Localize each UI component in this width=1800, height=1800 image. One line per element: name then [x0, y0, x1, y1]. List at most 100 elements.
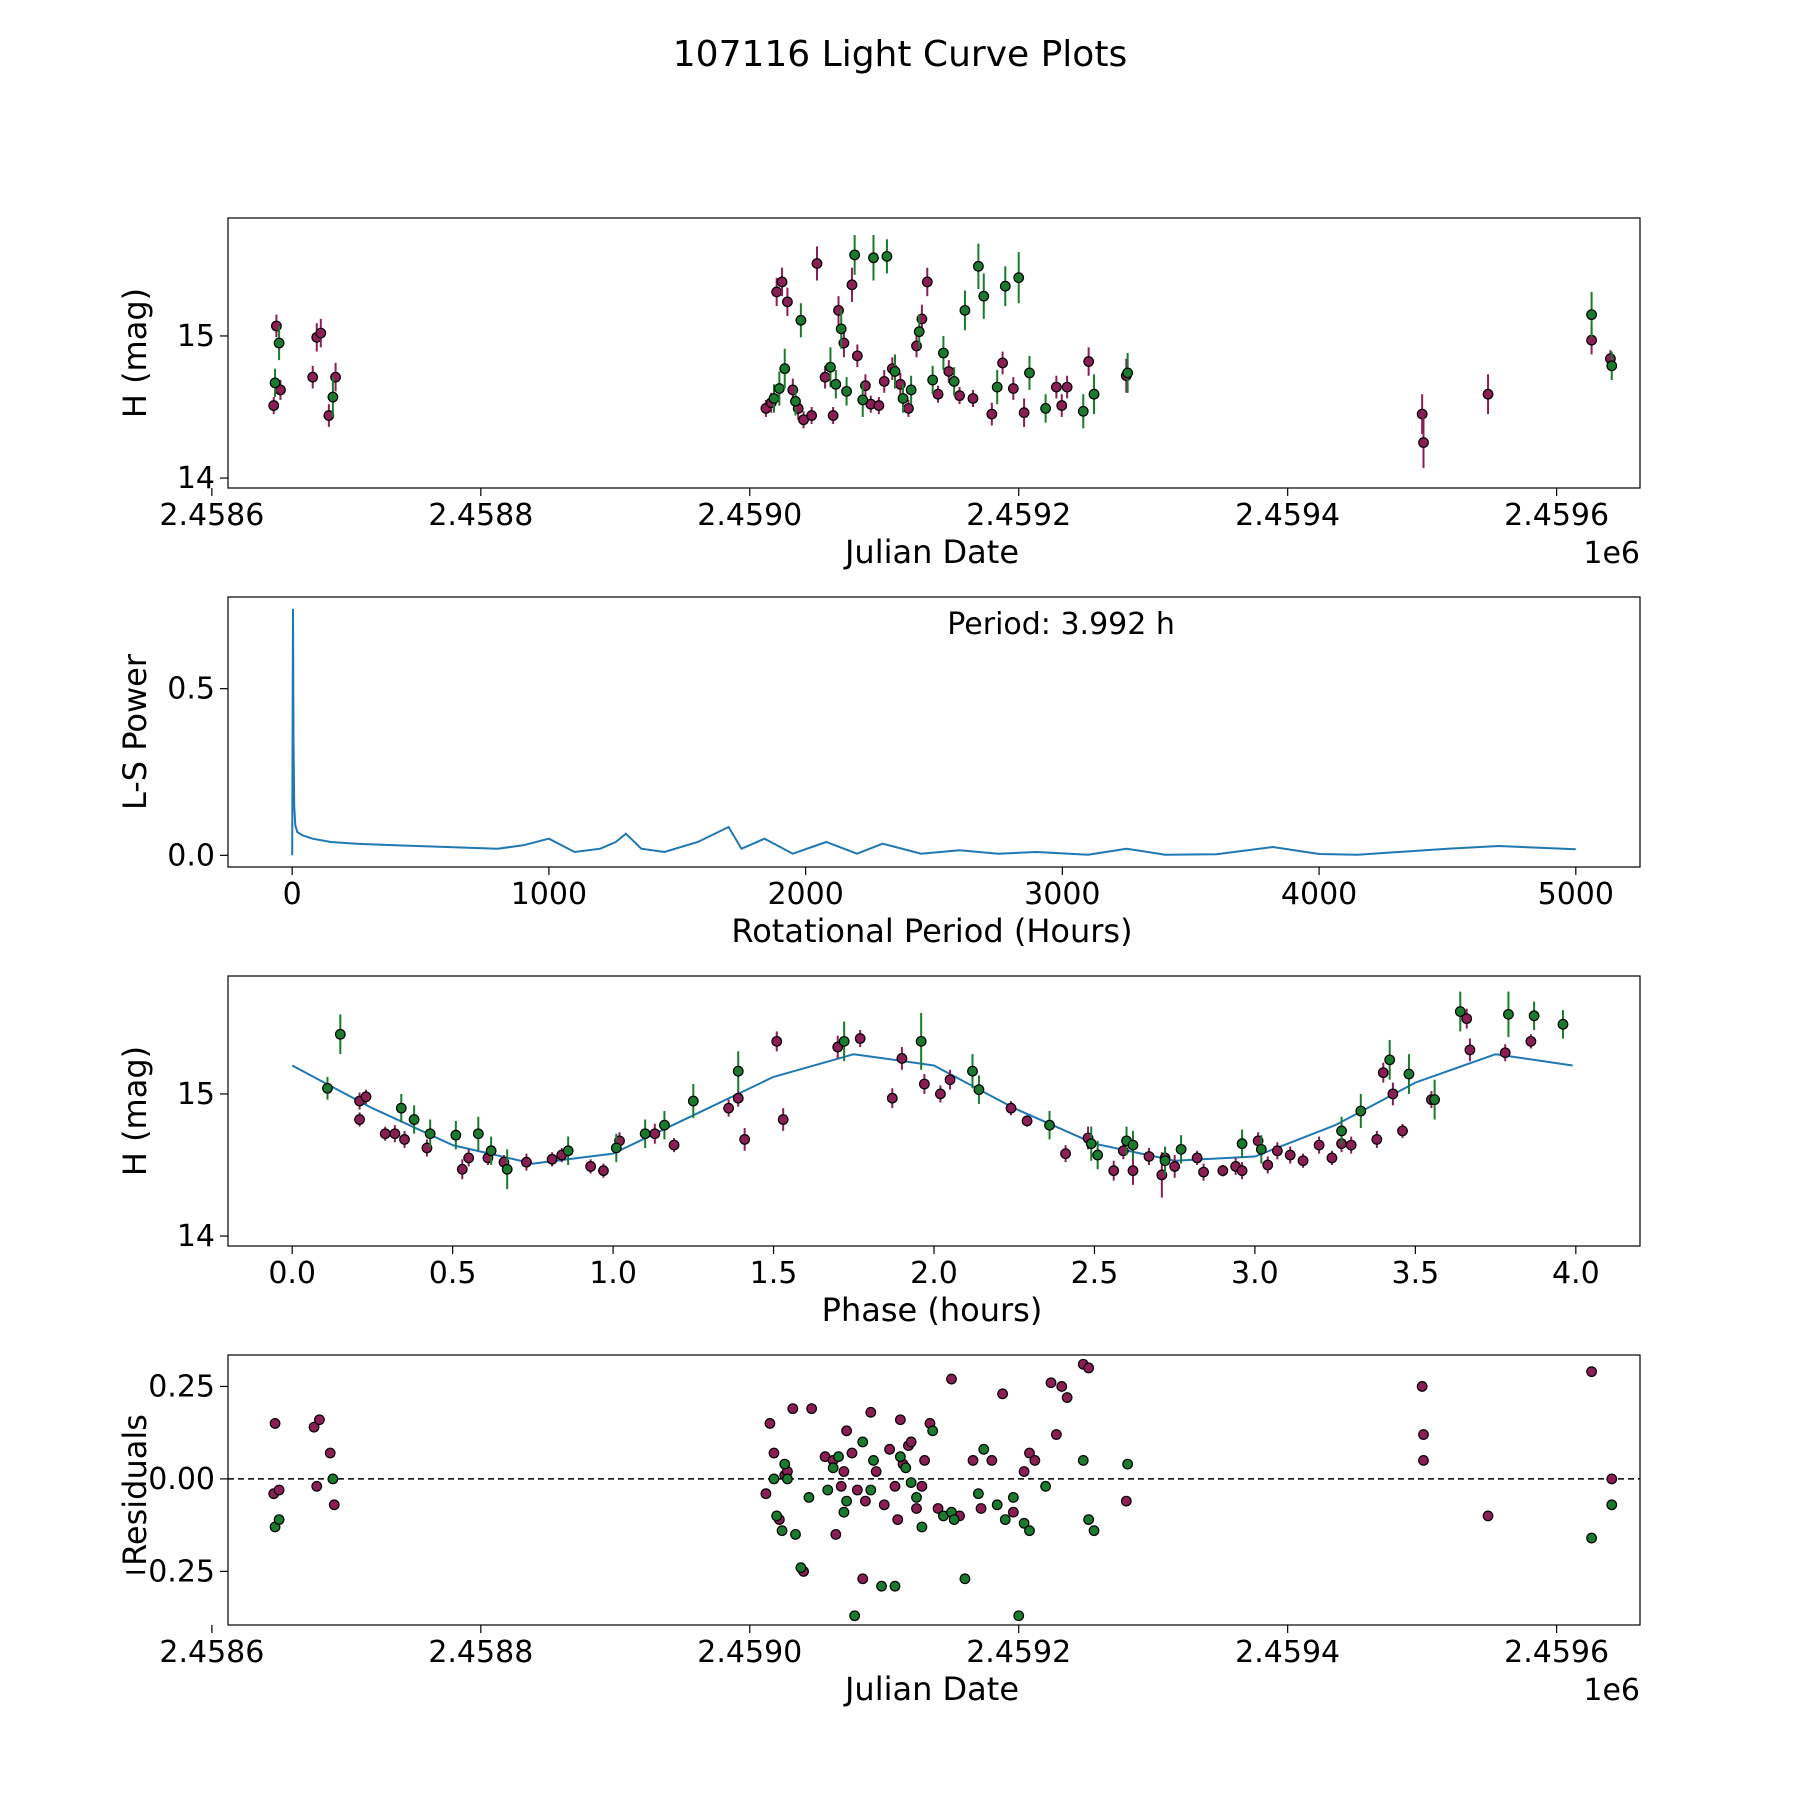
data-point [1429, 1094, 1441, 1106]
data-point [997, 357, 1008, 369]
data-point [1120, 1495, 1132, 1507]
x-axis-label: Julian Date [843, 533, 1019, 571]
data-point [978, 1443, 990, 1455]
x-tick-label: 1.5 [750, 1256, 798, 1291]
data-point [1418, 1455, 1429, 1466]
data-point [273, 1514, 285, 1525]
data-point [314, 1414, 325, 1426]
data-point [897, 393, 909, 404]
data-point [1029, 1455, 1041, 1466]
data-point [1397, 1125, 1408, 1137]
data-point [585, 1161, 597, 1172]
x-tick-label: 2.4594 [1235, 498, 1340, 533]
data-point [822, 1484, 834, 1496]
data-point [1169, 1161, 1181, 1172]
data-point [771, 286, 783, 298]
x-tick-label: 2.4592 [966, 498, 1071, 533]
data-point [354, 1114, 365, 1125]
axes-frame [227, 975, 1641, 1247]
period-annotation: Period: 3.992 h [947, 607, 1175, 642]
data-point [268, 400, 280, 411]
data-point [819, 371, 831, 383]
data-point [779, 363, 791, 375]
data-point [1088, 1525, 1100, 1537]
data-point [1313, 1139, 1325, 1151]
data-point [1083, 1514, 1095, 1525]
x-tick-label: 2.4596 [1504, 1635, 1609, 1670]
axes-frame [227, 596, 1641, 868]
data-point [838, 1466, 850, 1477]
data-point [1355, 1105, 1367, 1117]
y-tick-label: 14 [177, 461, 215, 496]
data-point [1122, 367, 1134, 379]
data-point [851, 350, 863, 362]
periodogram-panel: 0 1000 2000 3000 4000 5000 0.0 0.5 Rotational Pe… [116, 596, 1641, 950]
data-point [991, 381, 1003, 393]
data-point [379, 1128, 391, 1140]
data-point [1122, 1458, 1134, 1470]
data-point [639, 1128, 651, 1140]
figure-title: 107116 Light Curve Plots [673, 34, 1127, 75]
data-point [1284, 1149, 1296, 1161]
data-point [857, 1573, 869, 1585]
x-tick-label: 3.5 [1392, 1256, 1440, 1291]
data-point [1018, 407, 1030, 419]
data-point [1040, 403, 1052, 414]
data-point [1085, 1138, 1097, 1150]
data-point [1127, 1165, 1139, 1177]
data-point [1007, 383, 1019, 394]
y-axis-label: Residuals [116, 1414, 154, 1566]
data-point [986, 1455, 998, 1466]
x-tick-label: 2.4596 [1504, 498, 1609, 533]
data-point [806, 1403, 818, 1415]
data-point [739, 1134, 751, 1145]
data-point [927, 1425, 939, 1437]
data-point [975, 1503, 987, 1514]
plot-area [268, 235, 1618, 469]
data-point [946, 1373, 957, 1385]
data-point [501, 1163, 513, 1175]
data-point [389, 1128, 401, 1140]
data-point [1606, 360, 1618, 372]
x-tick-label: 2.0 [910, 1256, 958, 1291]
data-point [269, 1418, 281, 1429]
data-point [1005, 1102, 1017, 1114]
y-tick-label: 0.25 [148, 1369, 215, 1404]
data-point [782, 296, 793, 308]
data-point [835, 323, 847, 335]
data-point [1377, 1067, 1389, 1079]
data-point [1083, 1362, 1095, 1374]
data-point [830, 1528, 842, 1540]
data-point [913, 326, 925, 338]
x-tick-label: 2.5 [1071, 1256, 1119, 1291]
data-point [485, 1145, 497, 1157]
data-point [1416, 1381, 1428, 1392]
x-axis-label: Phase (hours) [822, 1291, 1043, 1329]
x-tick-label: 2.4588 [428, 1635, 533, 1670]
data-point [865, 1484, 877, 1496]
data-point [1050, 381, 1062, 393]
data-point [1297, 1155, 1309, 1167]
data-point [1271, 1145, 1283, 1157]
data-point [1418, 437, 1429, 448]
data-point [1044, 1119, 1055, 1131]
data-point [782, 1473, 793, 1485]
data-point [1262, 1159, 1274, 1171]
data-point [948, 1514, 960, 1525]
data-point [1503, 1008, 1514, 1020]
data-point [795, 314, 807, 326]
data-point [905, 1477, 917, 1489]
data-point [1557, 1018, 1569, 1030]
data-point [1108, 1165, 1120, 1177]
data-point [896, 1053, 908, 1064]
data-point [273, 1484, 285, 1496]
data-point [1217, 1165, 1229, 1177]
data-point [835, 1480, 847, 1492]
data-point [806, 410, 818, 421]
data-point [790, 395, 801, 407]
plot-area [291, 991, 1573, 1198]
y-tick-label: 0.00 [148, 1462, 215, 1497]
y-tick-label: −0.25 [123, 1554, 215, 1589]
data-point [1191, 1152, 1203, 1164]
data-point [932, 388, 944, 400]
